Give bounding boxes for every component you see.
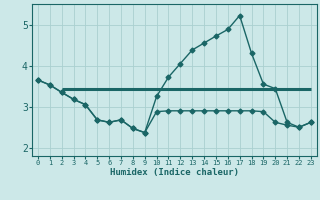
X-axis label: Humidex (Indice chaleur): Humidex (Indice chaleur) (110, 168, 239, 177)
